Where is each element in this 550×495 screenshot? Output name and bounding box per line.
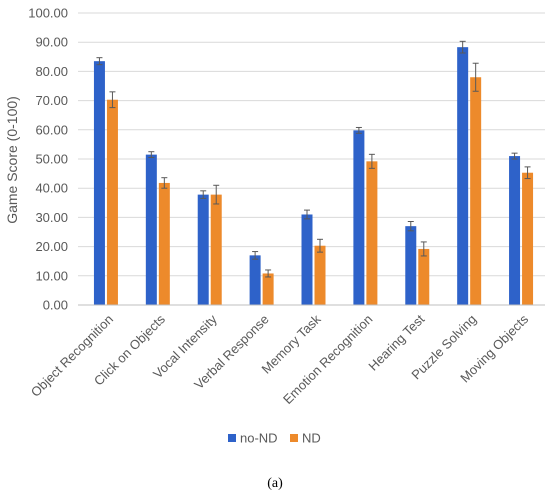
y-tick-label: 70.00 [35,93,68,108]
bar-no-nd [509,156,521,305]
y-tick-label: 0.00 [43,298,68,313]
y-tick-label: 100.00 [28,6,68,21]
y-tick-label: 80.00 [35,64,68,79]
error-bar [420,241,427,257]
error-bar [472,62,479,92]
bar-no-nd [249,255,261,305]
y-tick-label: 20.00 [35,239,68,254]
bar-no-nd [405,226,417,305]
y-tick-label: 60.00 [35,122,68,137]
error-bar [96,57,103,66]
error-bar [459,40,466,54]
error-bar [148,151,155,159]
error-bar [304,209,310,220]
bar-nd [262,273,274,305]
figure-caption: (a) [267,476,283,491]
bar-no-nd [457,47,469,305]
bar-nd [366,161,378,305]
bar-nd [470,77,482,306]
legend-swatch [228,434,236,442]
bar-nd [158,182,170,305]
bars [93,47,534,306]
y-tick-label: 10.00 [35,268,68,283]
bar-no-nd [145,154,157,305]
bar-nd [314,245,326,305]
error-bar [200,190,207,199]
bar-no-nd [301,214,313,305]
bar-no-nd [353,130,365,305]
legend-swatch [290,434,298,442]
bar-nd [418,248,430,305]
error-bar [161,177,168,189]
y-tick-label: 40.00 [35,181,68,196]
error-bar [368,153,375,169]
error-bar [109,91,116,109]
error-bar [317,238,323,253]
legend: no-ND ND [228,431,321,446]
bar-nd [522,172,534,305]
legend-label: no-ND [240,431,278,446]
error-bar [524,166,531,180]
bar-nd [210,194,222,305]
error-bar [265,269,272,278]
error-bar [213,184,220,205]
x-category-label: Emotion Recognition [280,312,375,407]
y-tick-label: 90.00 [35,35,68,50]
y-tick-label: 50.00 [35,152,68,167]
y-tick-label: 30.00 [35,210,68,225]
y-axis-ticks: 0.00 10.00 20.00 30.00 40.00 50.00 60.00 70.00 8… [28,6,68,313]
error-bar [355,126,362,134]
bar-no-nd [197,194,209,305]
error-bar [511,152,518,160]
y-axis-title: Game Score (0-100) [4,96,20,224]
bar-nd [106,99,118,305]
bar-no-nd [93,61,105,306]
error-bar [252,251,259,260]
error-bars [96,40,531,278]
error-bar [407,220,414,232]
legend-label: ND [302,431,321,446]
